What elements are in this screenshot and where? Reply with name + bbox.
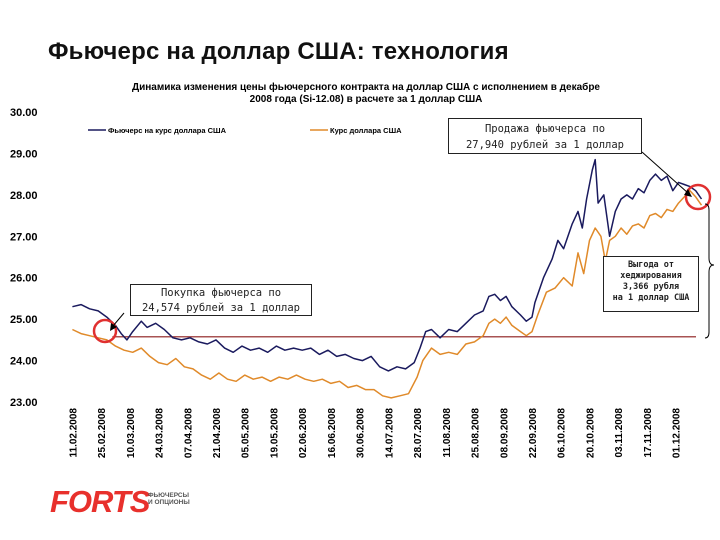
x-tick-label: 10.03.2008 (126, 408, 137, 458)
x-tick-label: 25.08.2008 (471, 408, 482, 458)
y-tick-label: 27.00 (10, 231, 38, 243)
series-spot-line (72, 189, 703, 399)
sell-annotation-line-1: Продажа фьючерса по (484, 123, 606, 135)
x-tick-label: 22.09.2008 (528, 408, 539, 458)
x-tick-label: 05.05.2008 (241, 408, 252, 458)
x-tick-label: 21.04.2008 (212, 408, 223, 458)
x-tick-label: 11.08.2008 (442, 408, 453, 458)
buy-annotation: Покупка фьючерса по 24,574 рублей за 1 д… (130, 284, 312, 316)
x-tick-label: 30.06.2008 (356, 408, 367, 458)
logo-wordmark: FORTS (50, 484, 150, 519)
series-futures-line (72, 158, 703, 372)
sell-pointer-arrowhead (684, 189, 692, 197)
x-tick-label: 28.07.2008 (413, 408, 424, 458)
logo-subtitle-line-1: ФЬЮЧЕРСЫ (148, 492, 189, 499)
benefit-annotation-line-2: хеджирования (620, 271, 682, 281)
benefit-annotation-line-4: на 1 доллар США (612, 293, 690, 303)
chart-title-line-2: 2008 года (Si-12.08) в расчете за 1 долл… (250, 94, 483, 105)
legend-spot-label: Курс доллара США (330, 126, 402, 135)
y-axis-ticks: 30.00 29.00 28.00 27.00 26.00 25.00 24.00 23.00 (10, 107, 38, 409)
sell-point-circle (684, 183, 712, 211)
benefit-annotation-line-3: 3,366 рубля (622, 282, 680, 292)
benefit-annotation-line-1: Выгода от (627, 260, 675, 270)
x-tick-label: 07.04.2008 (183, 408, 194, 458)
logo-subtitle: ФЬЮЧЕРСЫ И ОПЦИОНЫ (148, 492, 198, 506)
buy-pointer-arrow (112, 312, 125, 327)
y-tick-label: 26.00 (10, 273, 38, 285)
x-axis-ticks: 11.02.2008 25.02.2008 10.03.2008 24.03.2008… (68, 408, 682, 458)
buy-point-circle (92, 318, 118, 344)
x-tick-label: 16.06.2008 (327, 408, 338, 458)
y-tick-label: 30.00 (10, 107, 38, 119)
benefit-annotation: Выгода от хеджирования 3,366 рубля на 1 … (603, 256, 699, 312)
buy-annotation-line-1: Покупка фьючерса по (160, 287, 282, 299)
x-tick-label: 20.10.2008 (585, 408, 596, 458)
x-tick-label: 19.05.2008 (269, 408, 280, 458)
x-tick-label: 24.03.2008 (155, 408, 166, 458)
x-tick-label: 25.02.2008 (97, 408, 108, 458)
x-tick-label: 01.12.2008 (672, 408, 683, 458)
y-tick-label: 23.00 (10, 397, 38, 409)
slide-title: Фьючерс на доллар США: технология (48, 38, 509, 65)
buy-pointer-arrowhead (110, 323, 117, 331)
x-tick-label: 11.02.2008 (68, 408, 79, 458)
sell-annotation-line-2: 27,940 рублей за 1 доллар (465, 139, 625, 151)
x-tick-label: 17.11.2008 (643, 408, 654, 458)
x-tick-label: 14.07.2008 (384, 408, 395, 458)
legend-futures-label: Фьючерс на курс доллара США (108, 126, 227, 135)
sell-pointer-arrow (641, 151, 689, 194)
x-tick-label: 03.11.2008 (614, 408, 625, 458)
x-tick-label: 02.06.2008 (298, 408, 309, 458)
y-tick-label: 28.00 (10, 190, 38, 202)
y-tick-label: 24.00 (10, 356, 38, 368)
x-tick-label: 06.10.2008 (557, 408, 568, 458)
benefit-brace (704, 203, 715, 339)
buy-annotation-line-2: 24,574 рублей за 1 доллар (141, 302, 301, 314)
y-tick-label: 25.00 (10, 314, 38, 326)
x-tick-label: 08.09.2008 (499, 408, 510, 458)
y-tick-label: 29.00 (10, 148, 38, 160)
sell-annotation: Продажа фьючерса по 27,940 рублей за 1 д… (448, 118, 642, 154)
logo-subtitle-line-2: И ОПЦИОНЫ (148, 499, 190, 506)
legend: Фьючерс на курс доллара США Курс доллара… (88, 126, 402, 135)
chart-title-line-1: Динамика изменения цены фьючерсного конт… (132, 81, 600, 93)
